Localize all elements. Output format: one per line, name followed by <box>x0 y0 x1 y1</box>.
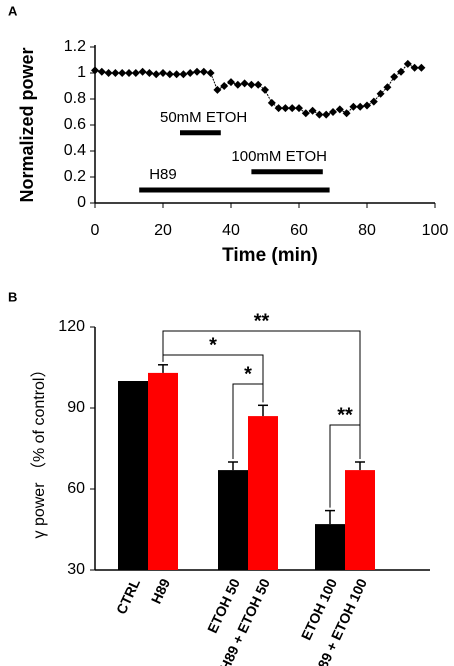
bar <box>315 524 345 570</box>
bar <box>345 470 375 570</box>
y-tick-label: 60 <box>67 480 85 497</box>
marker <box>165 70 174 79</box>
marker <box>220 82 229 90</box>
marker <box>213 85 222 94</box>
marker <box>206 69 215 77</box>
marker <box>267 98 276 107</box>
x-tick-label: H89 <box>148 576 173 606</box>
annotation: 100mM ETOH <box>231 148 327 165</box>
y-tick-label: 30 <box>67 561 85 578</box>
marker <box>199 67 208 76</box>
marker <box>233 80 242 89</box>
marker <box>315 110 324 119</box>
bar <box>148 372 178 570</box>
marker <box>342 109 351 118</box>
x-axis-label: Time (min) <box>222 245 318 266</box>
y-tick-label: 0 <box>77 194 86 211</box>
marker <box>376 89 385 98</box>
marker <box>335 105 344 114</box>
marker <box>403 59 412 68</box>
marker <box>254 80 263 89</box>
marker <box>179 70 188 79</box>
y-tick-label: 0.6 <box>64 116 86 133</box>
marker <box>363 101 371 110</box>
panel-label: B <box>8 289 17 304</box>
marker <box>397 67 405 76</box>
bar <box>248 416 278 570</box>
y-tick-label: 1 <box>77 64 86 81</box>
significance-label: * <box>244 363 252 385</box>
marker <box>104 69 113 77</box>
marker <box>152 70 161 79</box>
significance-bracket <box>232 383 264 459</box>
significance-label: * <box>209 334 217 356</box>
marker <box>193 67 201 76</box>
bar <box>118 381 148 570</box>
y-axis-label: γ power （% of control） <box>30 362 48 539</box>
marker <box>91 66 99 75</box>
marker <box>261 85 269 94</box>
x-tick-label: CTRL <box>113 576 143 617</box>
marker <box>227 78 235 87</box>
y-tick-label: 120 <box>58 318 85 335</box>
y-tick-label: 1.2 <box>64 38 86 55</box>
significance-bracket <box>162 354 264 403</box>
y-tick-label: 0.8 <box>64 90 86 107</box>
panel-label: A <box>8 3 18 18</box>
marker <box>349 102 358 111</box>
y-tick-label: 0.2 <box>64 168 86 185</box>
marker <box>356 102 365 111</box>
marker <box>410 63 419 72</box>
marker <box>125 69 133 77</box>
marker <box>295 104 303 113</box>
annotation: H89 <box>149 166 177 183</box>
x-tick-label: 40 <box>222 222 240 239</box>
significance-label: ** <box>337 404 353 426</box>
y-tick-label: 0.4 <box>64 142 86 159</box>
marker <box>118 69 127 77</box>
marker <box>390 72 399 81</box>
marker <box>369 97 378 106</box>
significance-bracket <box>162 330 361 459</box>
marker <box>329 108 337 116</box>
y-axis-label: Normalized power <box>17 47 37 202</box>
significance-label: ** <box>254 310 270 332</box>
marker <box>138 67 147 76</box>
marker <box>274 104 283 113</box>
marker <box>301 109 310 118</box>
marker <box>322 110 331 119</box>
marker <box>186 69 195 77</box>
x-tick-label: 60 <box>290 222 308 239</box>
x-tick-label: 20 <box>154 222 172 239</box>
marker <box>97 67 106 76</box>
y-tick-label: 90 <box>67 399 85 416</box>
bar <box>218 470 248 570</box>
marker <box>383 83 392 92</box>
marker <box>159 69 167 77</box>
marker <box>308 106 317 115</box>
significance-bracket <box>329 424 361 508</box>
x-tick-label: 0 <box>91 222 100 239</box>
marker <box>288 104 297 113</box>
marker <box>172 70 181 79</box>
marker <box>417 63 426 72</box>
marker <box>131 69 140 77</box>
marker <box>111 69 120 77</box>
x-tick-label: 100 <box>422 222 449 239</box>
marker <box>281 104 290 113</box>
x-tick-label: 80 <box>358 222 376 239</box>
marker <box>247 80 256 89</box>
marker <box>240 79 249 88</box>
marker <box>145 69 154 77</box>
annotation: 50mM ETOH <box>160 109 247 126</box>
